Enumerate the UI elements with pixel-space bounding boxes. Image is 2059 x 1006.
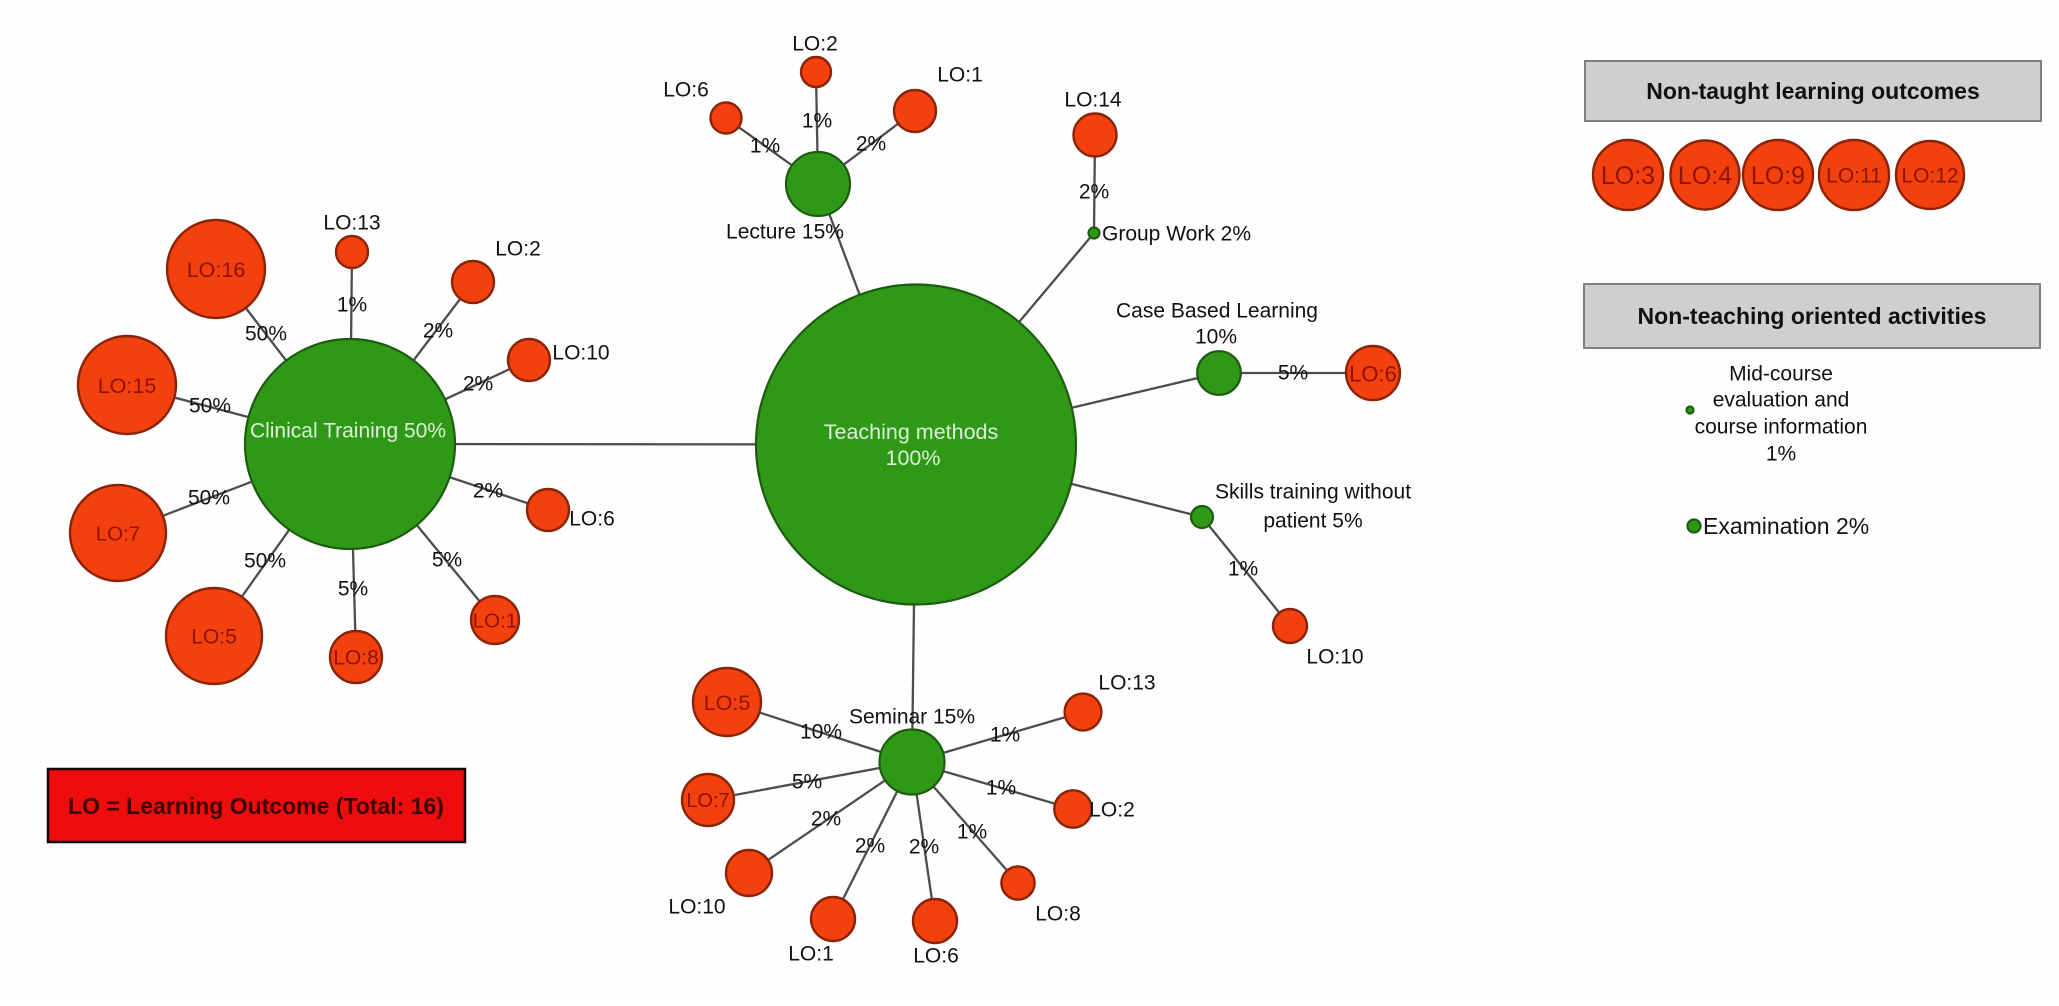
svg-text:5%: 5%	[792, 771, 822, 794]
svg-text:LO:10: LO:10	[1306, 646, 1363, 669]
svg-text:5%: 5%	[1278, 362, 1308, 385]
svg-text:course information: course information	[1695, 416, 1868, 439]
svg-text:LO:7: LO:7	[686, 790, 729, 812]
svg-text:1%: 1%	[750, 135, 780, 158]
svg-text:1%: 1%	[986, 777, 1016, 800]
svg-text:LO:6: LO:6	[663, 79, 709, 102]
svg-text:LO:14: LO:14	[1064, 89, 1122, 112]
svg-text:50%: 50%	[188, 487, 230, 510]
svg-text:1%: 1%	[957, 821, 987, 844]
svg-text:LO:1: LO:1	[937, 64, 983, 87]
svg-text:2%: 2%	[856, 133, 886, 156]
svg-text:2%: 2%	[423, 320, 453, 343]
svg-text:2%: 2%	[463, 373, 493, 396]
svg-text:5%: 5%	[432, 549, 462, 572]
svg-text:LO:9: LO:9	[1751, 162, 1805, 190]
svg-text:10%: 10%	[1195, 326, 1237, 349]
svg-text:LO:8: LO:8	[333, 647, 379, 670]
svg-text:LO = Learning Outcome (Total:: LO = Learning Outcome (Total: 16)	[68, 793, 444, 819]
svg-text:LO:5: LO:5	[704, 691, 751, 715]
svg-text:LO:7: LO:7	[96, 523, 140, 546]
svg-text:50%: 50%	[244, 550, 286, 573]
svg-text:LO:10: LO:10	[668, 896, 725, 919]
svg-text:LO:12: LO:12	[1901, 165, 1958, 188]
svg-text:1%: 1%	[1766, 443, 1796, 466]
svg-text:LO:6: LO:6	[913, 945, 959, 968]
svg-text:LO:2: LO:2	[495, 238, 541, 261]
svg-text:Lecture 15%: Lecture 15%	[726, 221, 844, 244]
svg-text:Clinical Training 50%: Clinical Training 50%	[250, 420, 446, 443]
svg-text:1%: 1%	[337, 294, 367, 317]
svg-text:Non-taught learning outcomes: Non-taught learning outcomes	[1646, 78, 1980, 104]
svg-text:LO:13: LO:13	[323, 212, 380, 235]
svg-text:Group Work 2%: Group Work 2%	[1102, 223, 1251, 246]
svg-text:LO:11: LO:11	[1826, 165, 1882, 188]
svg-text:LO:5: LO:5	[191, 626, 237, 649]
svg-text:patient 5%: patient 5%	[1263, 510, 1362, 533]
svg-text:2%: 2%	[909, 836, 939, 859]
svg-text:LO:15: LO:15	[98, 374, 157, 398]
svg-text:LO:13: LO:13	[1098, 672, 1155, 695]
svg-text:LO:1: LO:1	[788, 943, 834, 966]
svg-text:evaluation and: evaluation and	[1713, 389, 1850, 412]
svg-text:10%: 10%	[800, 721, 842, 744]
svg-text:Examination 2%: Examination 2%	[1703, 513, 1869, 539]
svg-text:Teaching methods: Teaching methods	[824, 420, 999, 444]
svg-text:LO:2: LO:2	[792, 33, 838, 56]
svg-text:LO:6: LO:6	[569, 508, 615, 531]
svg-text:LO:8: LO:8	[1035, 903, 1081, 926]
svg-text:LO:4: LO:4	[1678, 162, 1732, 190]
svg-text:1%: 1%	[1228, 558, 1258, 581]
svg-text:100%: 100%	[886, 446, 941, 470]
svg-text:LO:16: LO:16	[187, 258, 246, 282]
svg-text:1%: 1%	[802, 110, 832, 133]
svg-text:2%: 2%	[1079, 181, 1109, 204]
svg-text:2%: 2%	[855, 835, 885, 858]
svg-text:50%: 50%	[245, 323, 287, 346]
svg-text:Skills training without: Skills training without	[1215, 481, 1411, 504]
svg-text:Non-teaching oriented activiti: Non-teaching oriented activities	[1638, 303, 1987, 329]
svg-text:5%: 5%	[338, 578, 368, 601]
svg-text:LO:3: LO:3	[1601, 162, 1655, 190]
svg-text:Mid-course: Mid-course	[1729, 363, 1833, 386]
svg-text:2%: 2%	[811, 808, 841, 831]
svg-text:LO:1: LO:1	[473, 610, 517, 633]
svg-text:50%: 50%	[189, 395, 231, 418]
svg-text:LO:2: LO:2	[1089, 799, 1135, 822]
svg-text:2%: 2%	[473, 480, 503, 503]
svg-text:1%: 1%	[990, 724, 1020, 747]
svg-text:Case Based Learning: Case Based Learning	[1116, 300, 1318, 323]
svg-text:Seminar 15%: Seminar 15%	[849, 706, 975, 729]
svg-text:LO:6: LO:6	[1349, 362, 1397, 387]
svg-text:LO:10: LO:10	[552, 342, 609, 365]
